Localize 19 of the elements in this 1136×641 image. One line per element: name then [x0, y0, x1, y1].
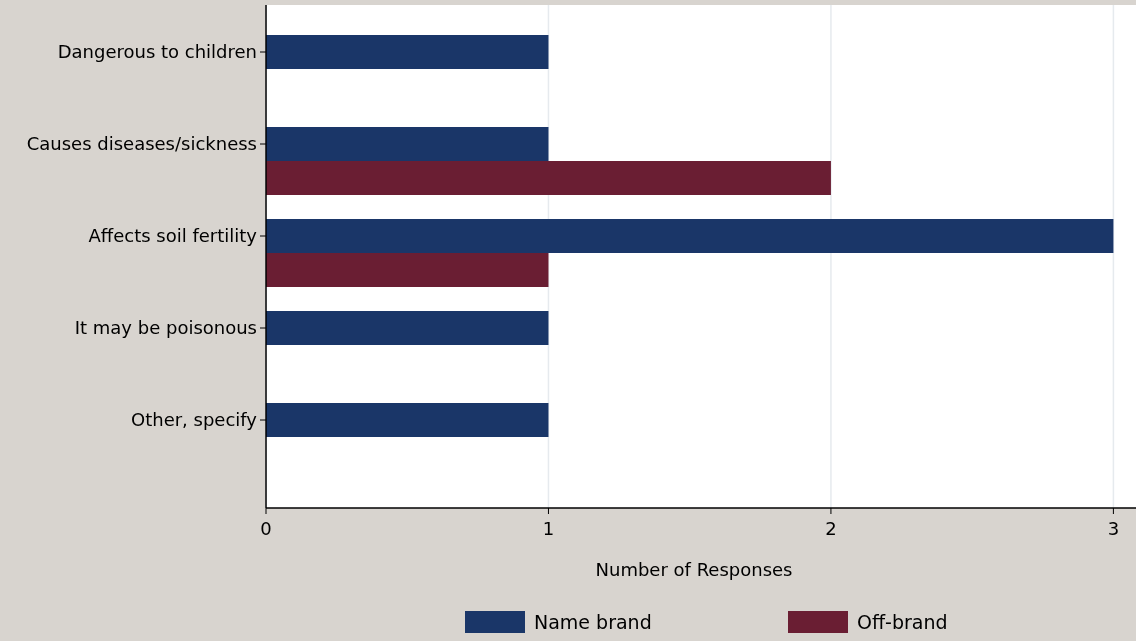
bar — [266, 403, 549, 437]
bar — [266, 253, 549, 287]
x-tick-label: 3 — [1107, 518, 1120, 539]
bar — [266, 311, 549, 345]
y-tick-label: Causes diseases/sickness — [26, 133, 257, 154]
bar — [266, 35, 549, 69]
x-tick-label: 1 — [542, 518, 555, 539]
y-tick-label: Other, specify — [131, 409, 258, 430]
y-tick-label: Affects soil fertility — [88, 225, 258, 246]
bar — [266, 219, 1114, 253]
x-tick-label: 0 — [260, 518, 272, 539]
x-axis-title: Number of Responses — [595, 559, 793, 580]
bar — [266, 127, 549, 161]
legend-label: Off-brand — [857, 611, 948, 633]
legend-label: Name brand — [534, 611, 652, 633]
y-tick-label: Dangerous to children — [57, 41, 257, 62]
bar — [266, 161, 831, 195]
y-tick-label: It may be poisonous — [74, 317, 257, 338]
x-tick-label: 2 — [825, 518, 837, 539]
